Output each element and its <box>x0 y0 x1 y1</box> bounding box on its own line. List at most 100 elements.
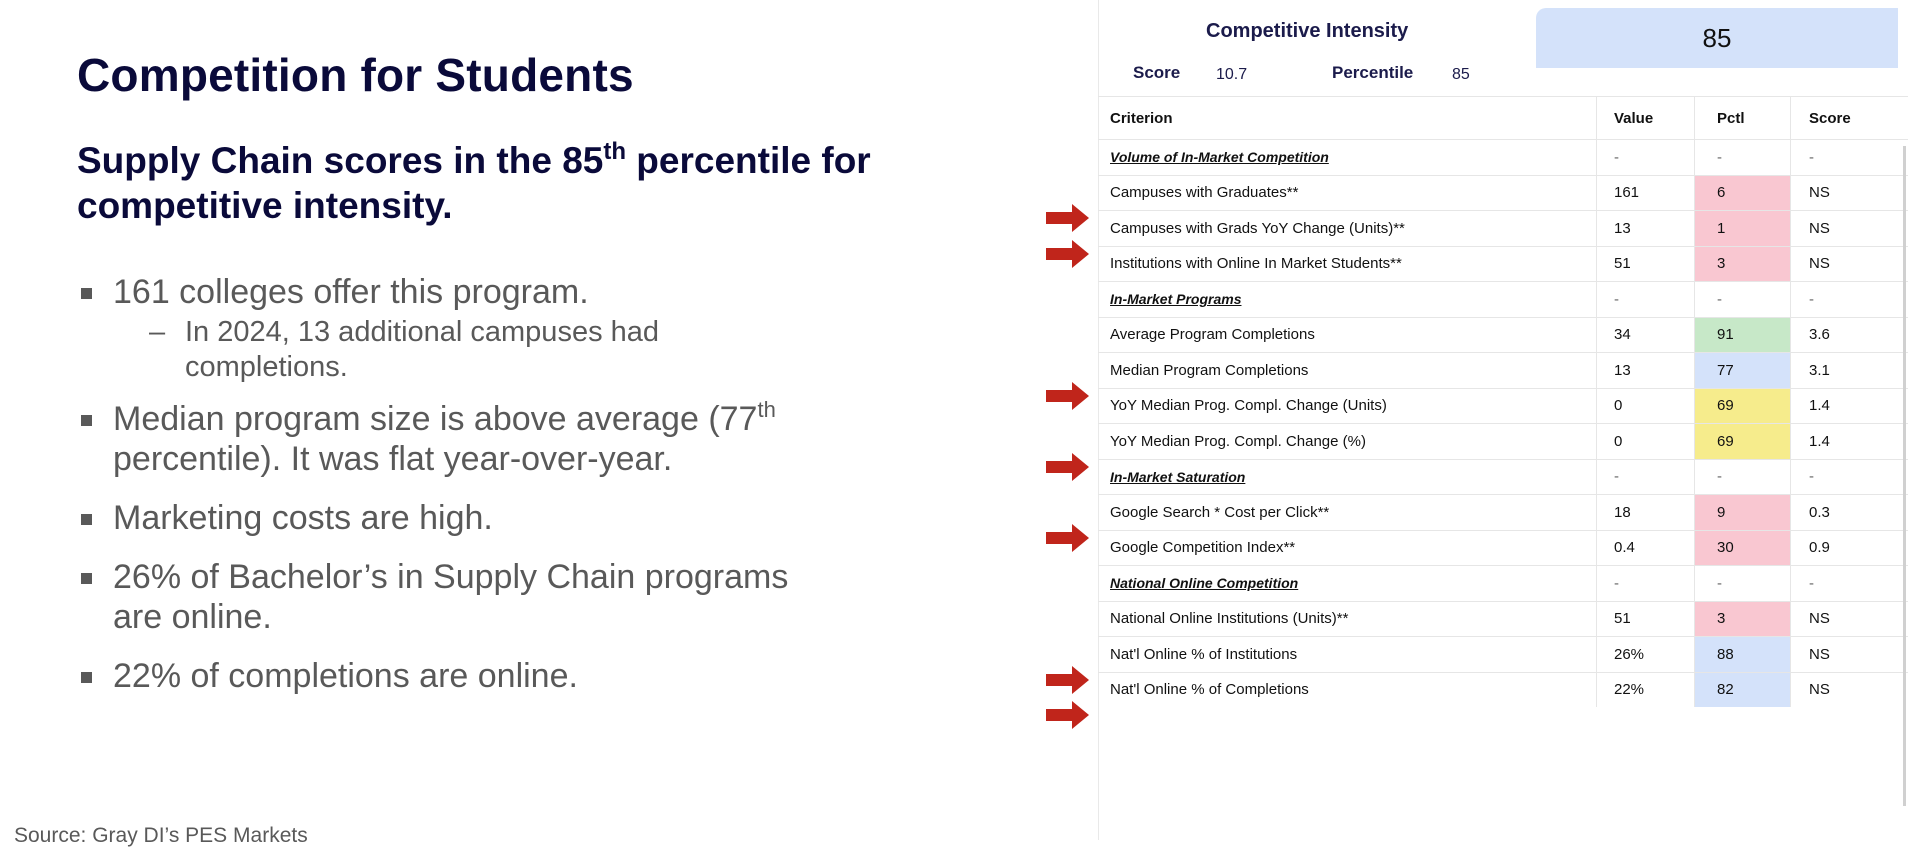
cell-pctl: - <box>1694 566 1790 601</box>
big-percentile-value: 85 <box>1702 22 1732 53</box>
bullet-ordinal: th <box>757 397 776 422</box>
table-section-row: In-Market Programs - - - <box>1098 281 1908 317</box>
cell-score: 0.9 <box>1790 530 1908 565</box>
cell-criterion: Nat'l Online % of Completions <box>1110 681 1309 699</box>
cell-pctl: 82 <box>1694 672 1790 707</box>
cell-criterion: YoY Median Prog. Compl. Change (%) <box>1110 432 1366 450</box>
competitive-intensity-panel: Competitive Intensity 85 Score 10.7 Perc… <box>1098 0 1908 852</box>
cell-value: 161 <box>1596 175 1694 210</box>
cell-score: - <box>1790 282 1908 317</box>
cell-pctl: 88 <box>1694 637 1790 672</box>
table-scrollbar[interactable] <box>1903 146 1906 806</box>
table-row: Institutions with Online In Market Stude… <box>1098 245 1908 281</box>
cell-criterion: In-Market Programs <box>1110 291 1242 308</box>
table-section-row: Volume of In-Market Competition - - - <box>1098 139 1908 175</box>
cell-score: - <box>1790 459 1908 494</box>
table-row: Campuses with Graduates** 161 6 NS <box>1098 174 1908 210</box>
cell-score: - <box>1790 140 1908 175</box>
cell-value: 13 <box>1596 211 1694 246</box>
header-score: Score <box>1790 97 1908 139</box>
cell-score: NS <box>1790 601 1908 636</box>
cell-criterion: Google Competition Index** <box>1110 539 1296 557</box>
red-arrow-icon <box>1046 204 1089 233</box>
subtitle-ordinal: th <box>603 138 627 165</box>
slide-title: Competition for Students <box>77 49 634 101</box>
table-section-row: National Online Competition - - - <box>1098 565 1908 601</box>
cell-value: - <box>1596 459 1694 494</box>
cell-score: 1.4 <box>1790 424 1908 459</box>
cell-value: - <box>1596 282 1694 317</box>
bullet-text-end: percentile). It was flat year-over-year. <box>113 440 673 478</box>
panel-title: Competitive Intensity <box>1206 20 1409 42</box>
cell-value: 0 <box>1596 388 1694 423</box>
cell-criterion: Nat'l Online % of Institutions <box>1110 645 1298 663</box>
table-row: Average Program Completions 34 91 3.6 <box>1098 316 1908 352</box>
table-row: Google Search * Cost per Click** 18 9 0.3 <box>1098 494 1908 530</box>
table-row: Campuses with Grads YoY Change (Units)**… <box>1098 210 1908 246</box>
cell-value: 13 <box>1596 353 1694 388</box>
cell-criterion: YoY Median Prog. Compl. Change (Units) <box>1110 397 1387 415</box>
cell-score: NS <box>1790 175 1908 210</box>
cell-score: - <box>1790 566 1908 601</box>
slide-subtitle: Supply Chain scores in the 85th percenti… <box>77 138 977 228</box>
cell-value: 22% <box>1596 672 1694 707</box>
score-value: 10.7 <box>1216 66 1248 83</box>
percentile-label: Percentile <box>1332 63 1414 82</box>
cell-criterion: Average Program Completions <box>1110 326 1315 344</box>
criteria-table: Criterion Value Pctl Score Volume of In-… <box>1098 96 1908 707</box>
cell-value: 18 <box>1596 495 1694 530</box>
cell-score: NS <box>1790 672 1908 707</box>
table-row: Nat'l Online % of Institutions 26% 88 NS <box>1098 636 1908 672</box>
big-percentile-box: 85 <box>1536 8 1898 68</box>
cell-criterion: Campuses with Graduates** <box>1110 184 1299 202</box>
cell-criterion: Institutions with Online In Market Stude… <box>1110 255 1402 273</box>
table-row: Nat'l Online % of Completions 22% 82 NS <box>1098 671 1908 707</box>
cell-value: 51 <box>1596 246 1694 281</box>
table-row: National Online Institutions (Units)** 51… <box>1098 600 1908 636</box>
cell-pctl: 69 <box>1694 388 1790 423</box>
red-arrow-icon <box>1046 452 1089 481</box>
cell-criterion: Median Program Completions <box>1110 361 1309 379</box>
cell-value: 51 <box>1596 601 1694 636</box>
cell-criterion: In-Market Saturation <box>1110 468 1246 485</box>
cell-value: - <box>1596 566 1694 601</box>
panel-edge <box>1098 0 1099 840</box>
cell-score: 3.1 <box>1790 353 1908 388</box>
sub-bullet-item: In 2024, 13 additional campuses had comp… <box>77 315 797 385</box>
cell-pctl: - <box>1694 282 1790 317</box>
subtitle-text-end: percentile for competitive intensity. <box>77 140 871 226</box>
bullet-item: Median program size is above average (77… <box>77 399 857 479</box>
cell-value: 34 <box>1596 317 1694 352</box>
table-row: Median Program Completions 13 77 3.1 <box>1098 352 1908 388</box>
cell-pctl: 77 <box>1694 353 1790 388</box>
red-arrow-icon <box>1046 523 1089 552</box>
table-section-row: In-Market Saturation - - - <box>1098 458 1908 494</box>
cell-score: 3.6 <box>1790 317 1908 352</box>
header-pctl: Pctl <box>1694 97 1790 139</box>
cell-score: NS <box>1790 246 1908 281</box>
percentile-value: 85 <box>1452 66 1470 83</box>
score-label: Score <box>1133 63 1181 82</box>
cell-value: 26% <box>1596 637 1694 672</box>
table-row: YoY Median Prog. Compl. Change (%) 0 69 1.4 <box>1098 423 1908 459</box>
cell-criterion: National Online Institutions (Units)** <box>1110 610 1349 628</box>
cell-pctl: 3 <box>1694 601 1790 636</box>
bullet-item: 161 colleges offer this program. <box>77 272 857 312</box>
header-value: Value <box>1596 97 1694 139</box>
cell-score: 0.3 <box>1790 495 1908 530</box>
header-criterion: Criterion <box>1110 109 1173 127</box>
red-arrow-icon <box>1046 701 1089 730</box>
cell-pctl: 9 <box>1694 495 1790 530</box>
red-arrow-icon <box>1046 239 1089 268</box>
cell-score: NS <box>1790 211 1908 246</box>
cell-criterion: Google Search * Cost per Click** <box>1110 503 1330 521</box>
cell-score: 1.4 <box>1790 388 1908 423</box>
cell-pctl: 69 <box>1694 424 1790 459</box>
bullet-item: Marketing costs are high. <box>77 498 857 538</box>
subtitle-text-start: Supply Chain scores in the 85 <box>77 140 604 181</box>
table-header-row: Criterion Value Pctl Score <box>1098 96 1908 139</box>
cell-pctl: - <box>1694 459 1790 494</box>
source-note: Source: Gray DI’s PES Markets <box>14 824 308 847</box>
table-row: Google Competition Index** 0.4 30 0.9 <box>1098 529 1908 565</box>
bullet-item: 26% of Bachelor’s in Supply Chain progra… <box>77 557 837 637</box>
